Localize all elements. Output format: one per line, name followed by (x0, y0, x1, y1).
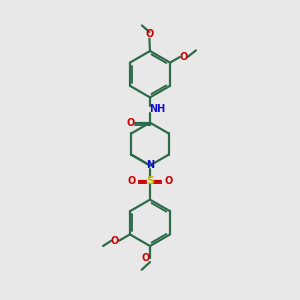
Text: O: O (127, 176, 135, 186)
Text: N: N (146, 160, 154, 170)
Text: O: O (142, 254, 150, 263)
Text: O: O (165, 176, 173, 186)
Text: O: O (126, 118, 134, 128)
Text: O: O (180, 52, 188, 62)
Text: S: S (146, 176, 154, 186)
Text: O: O (145, 29, 154, 39)
Text: NH: NH (149, 104, 166, 114)
Text: O: O (111, 236, 119, 246)
